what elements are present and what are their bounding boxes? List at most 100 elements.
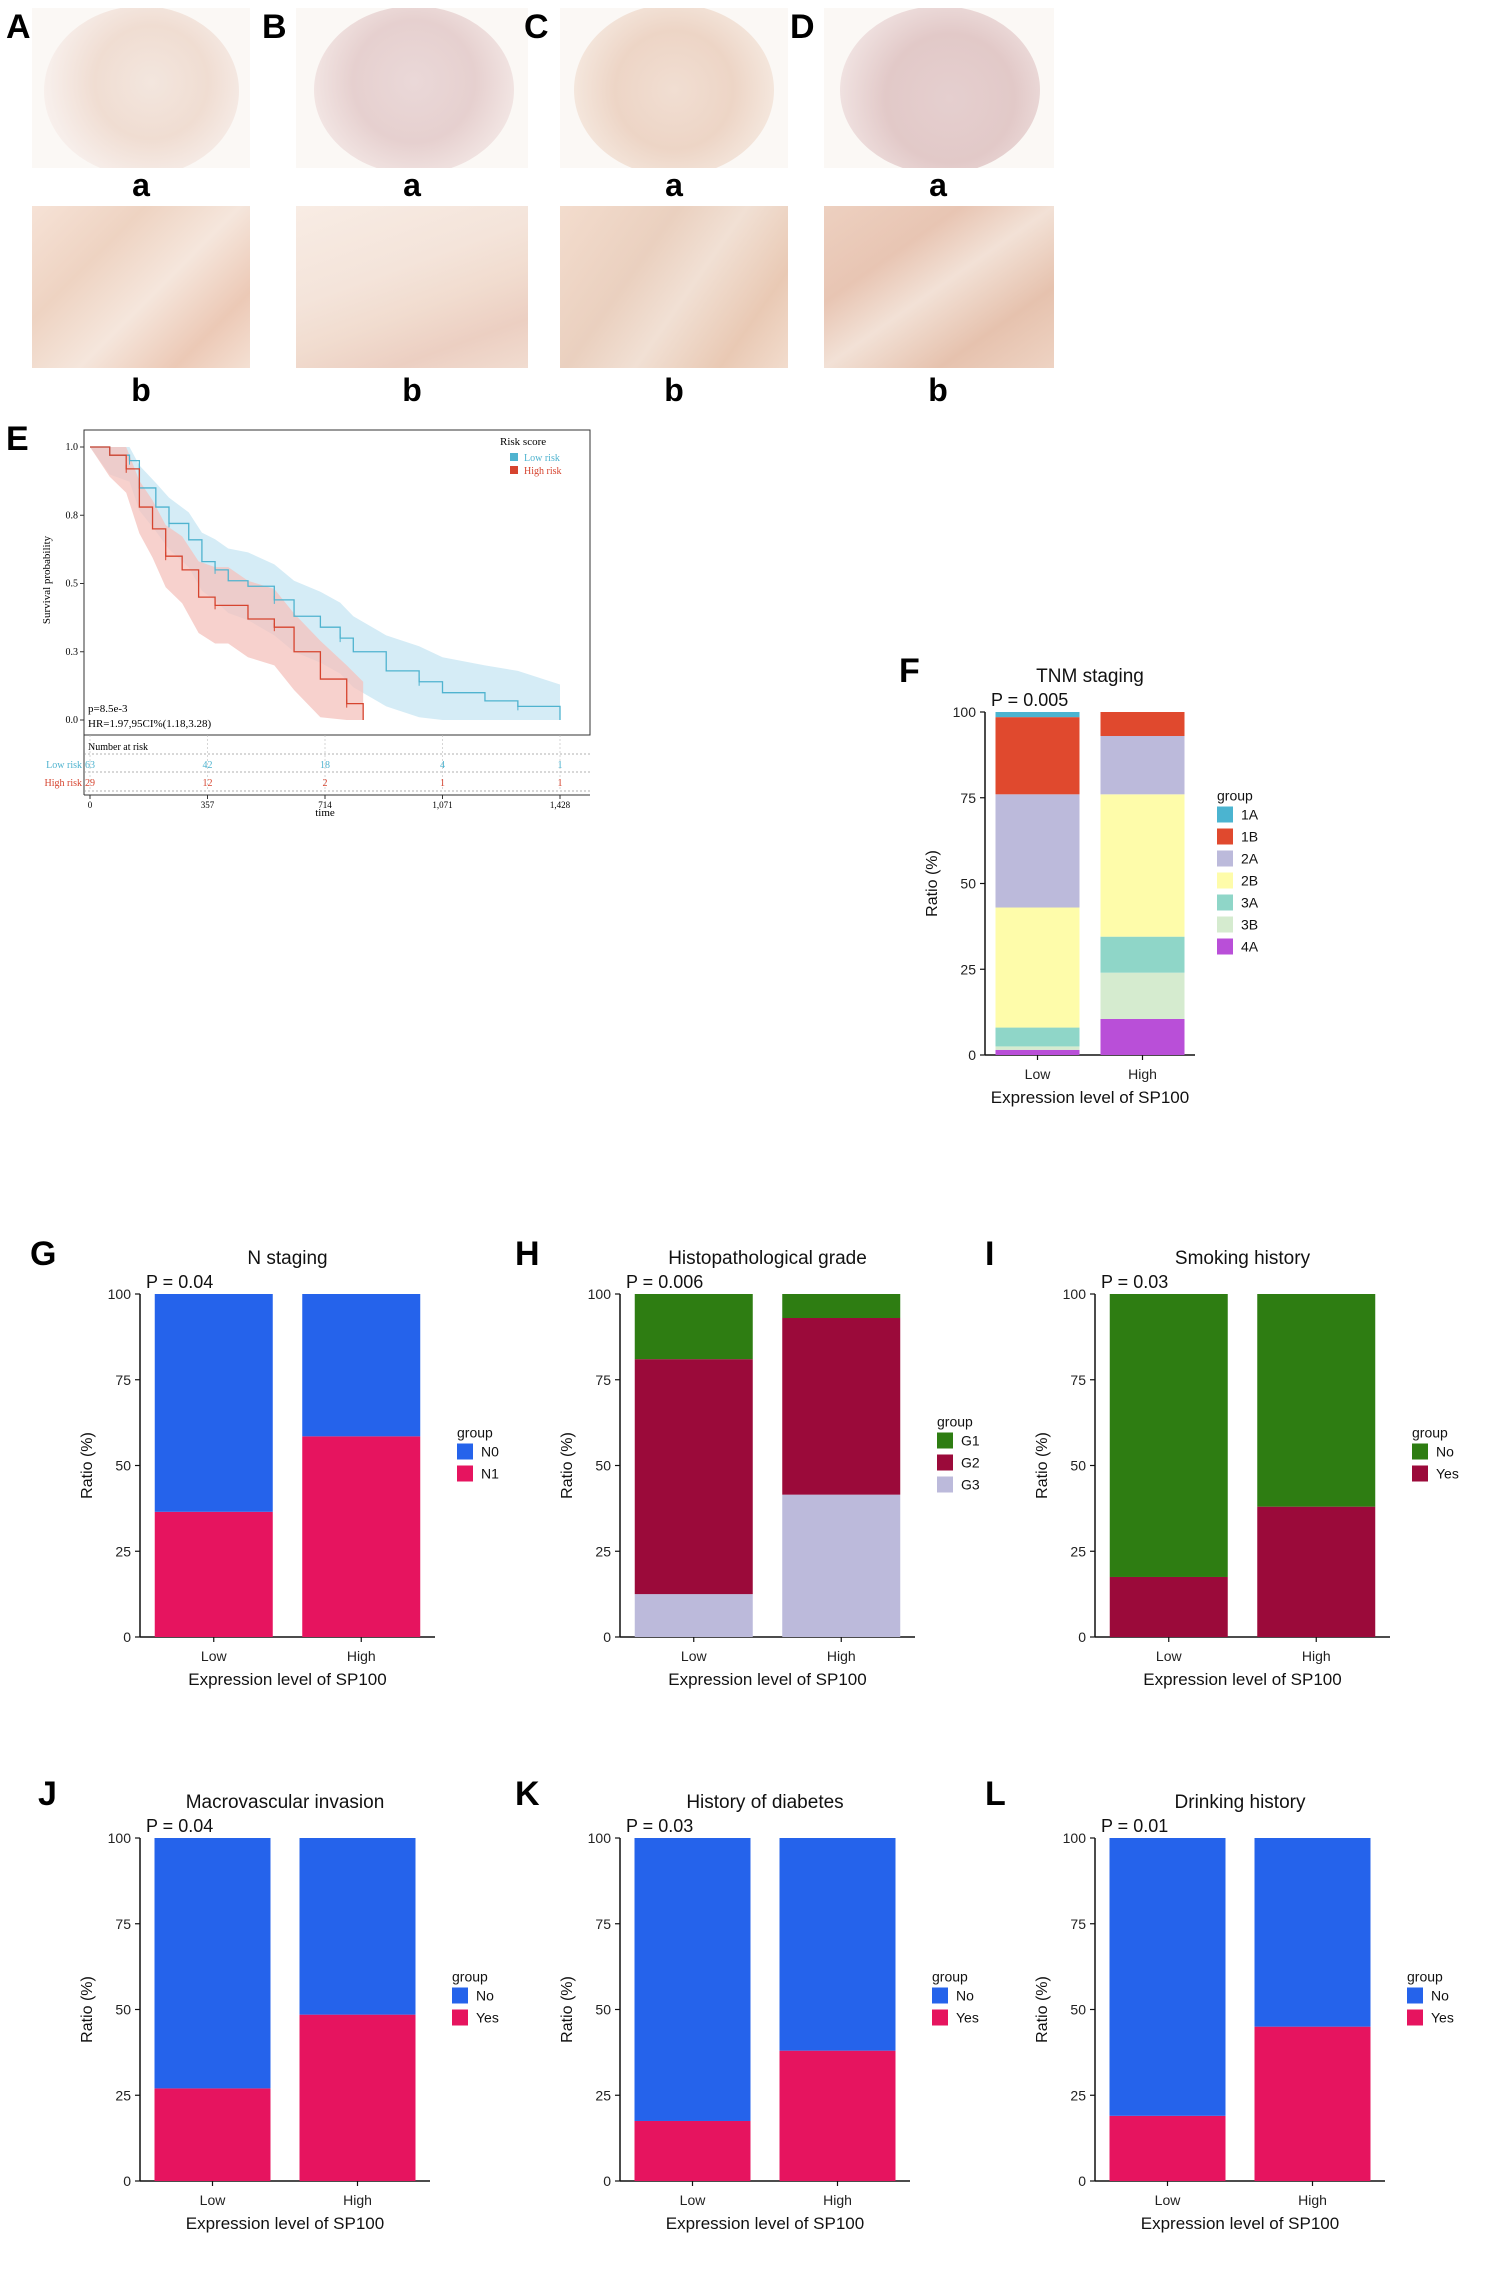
y-tick-label: 100 <box>1063 1286 1087 1302</box>
panel-letter-b: B <box>262 8 287 46</box>
km-legend-swatch-low <box>510 453 518 461</box>
km-legend-label-low: Low risk <box>524 453 560 464</box>
legend-label: 1A <box>1241 807 1259 823</box>
y-tick-label: 100 <box>108 1286 132 1302</box>
legend-label: G3 <box>961 1477 980 1493</box>
bar-segment-g1 <box>782 1294 901 1319</box>
y-tick-label: 75 <box>595 1916 611 1932</box>
y-tick-label: 25 <box>595 2087 611 2103</box>
legend-swatch <box>1407 1987 1423 2004</box>
km-x-tick-label: 714 <box>318 800 332 810</box>
bar-segment-no <box>1109 1838 1226 2116</box>
risk-count-low: 18 <box>320 760 330 771</box>
chart-title: Histopathological grade <box>668 1248 867 1269</box>
panel-letter-a: A <box>6 8 31 46</box>
bar-segment-1a <box>995 712 1080 718</box>
y-tick-label: 75 <box>1070 1916 1086 1932</box>
bar-segment-no <box>1109 1294 1228 1577</box>
y-tick-label: 75 <box>115 1916 131 1932</box>
x-tick-label: Low <box>681 1648 708 1664</box>
legend-label: No <box>956 1988 974 2004</box>
legend-swatch <box>1217 938 1233 955</box>
y-tick-label: 25 <box>115 2087 131 2103</box>
legend-swatch <box>1412 1465 1428 1482</box>
x-axis-label: Expression level of SP100 <box>668 1670 866 1689</box>
x-tick-label: Low <box>1025 1066 1052 1082</box>
sub-label-b: b <box>402 372 422 408</box>
km-x-tick-label: 1,071 <box>432 800 452 810</box>
legend-swatch <box>1217 850 1233 867</box>
bar-segment-yes <box>299 2014 416 2181</box>
km-x-tick-label: 0 <box>88 800 93 810</box>
legend-swatch <box>1217 894 1233 911</box>
kaplan-meier-chart: 1.0 0.8 0.5 0.3 0.0 Survival probability Ris… <box>41 429 591 819</box>
y-tick-label: 75 <box>595 1372 611 1388</box>
bar-segment-yes <box>1257 1506 1376 1637</box>
y-tick-label: 100 <box>108 1830 132 1846</box>
y-tick-label: 50 <box>595 1458 611 1474</box>
legend-label: G1 <box>961 1433 980 1449</box>
y-tick-label: 50 <box>1070 2002 1086 2018</box>
y-tick-label: 50 <box>1070 1458 1086 1474</box>
legend-label: Yes <box>956 2010 979 2026</box>
legend-swatch <box>457 1465 473 1482</box>
bar-segment-g2 <box>634 1359 753 1595</box>
bar-segment-yes <box>1109 2115 1226 2181</box>
legend-label: No <box>476 1988 494 2004</box>
km-pvalue: p=8.5e-3 <box>88 703 128 715</box>
legend-title: group <box>932 1969 968 1985</box>
y-axis-label: Ratio (%) <box>924 850 941 917</box>
x-tick-label: High <box>1302 1648 1331 1664</box>
x-tick-label: High <box>1298 2192 1327 2208</box>
km-x-axis-label: time <box>315 807 335 819</box>
bar-segment-1b <box>1100 712 1185 737</box>
km-legend-swatch-high <box>510 466 518 474</box>
y-tick-label: 75 <box>115 1372 131 1388</box>
bar-segment-no <box>634 1838 751 2121</box>
bar-segment-4a <box>1100 1018 1185 1055</box>
km-risk-table-title: Number at risk <box>88 742 148 753</box>
risk-count-high: 1 <box>440 778 445 789</box>
tissue-detail-image-a <box>32 206 250 368</box>
x-tick-label: Low <box>1155 2192 1182 2208</box>
x-tick-label: Low <box>201 1648 228 1664</box>
x-axis-label: Expression level of SP100 <box>1141 2214 1339 2233</box>
y-axis-label: Ratio (%) <box>79 1432 96 1499</box>
bar-segment-yes <box>779 2050 896 2181</box>
legend-title: group <box>1412 1425 1448 1441</box>
y-tick-label: 75 <box>1070 1372 1086 1388</box>
chart-pvalue: P = 0.03 <box>1101 1272 1168 1292</box>
legend-label: G2 <box>961 1455 980 1471</box>
legend-label: Yes <box>476 2010 499 2026</box>
legend-title: group <box>937 1414 973 1430</box>
x-tick-label: High <box>347 1648 376 1664</box>
x-tick-label: Low <box>680 2192 707 2208</box>
panel-letter-c: C <box>524 8 549 46</box>
stacked-bar-chart-k: History of diabetes P = 0.03 0 25 50 75 100 Rat… <box>559 1792 979 2233</box>
y-tick-label: 0 <box>603 1629 611 1645</box>
panel-letter-d: D <box>790 8 815 46</box>
legend-title: group <box>1407 1969 1443 1985</box>
y-tick-label: 0 <box>1078 2173 1086 2189</box>
km-y-axis-label: Survival probability <box>41 535 53 624</box>
km-curve-low <box>90 446 561 720</box>
y-tick-label: 75 <box>960 790 976 806</box>
risk-count-high: 1 <box>558 778 563 789</box>
panel-letter-h: H <box>515 1235 540 1273</box>
chart-pvalue: P = 0.005 <box>991 690 1068 710</box>
legend-swatch <box>452 1987 468 2004</box>
panel-letter-k: K <box>515 1775 540 1813</box>
x-tick-label: High <box>827 1648 856 1664</box>
y-tick-label: 25 <box>595 1543 611 1559</box>
panel-letter-g: G <box>30 1235 57 1273</box>
sub-label-b: b <box>131 372 151 408</box>
legend-swatch <box>452 2009 468 2026</box>
tissue-core-image-b <box>296 8 528 168</box>
legend-swatch <box>932 1987 948 2004</box>
legend-label: No <box>1431 1988 1449 2004</box>
y-tick-label: 25 <box>115 1543 131 1559</box>
legend-swatch <box>1217 872 1233 889</box>
bar-segment-no <box>779 1838 896 2051</box>
y-tick-label: 50 <box>115 1458 131 1474</box>
x-axis-label: Expression level of SP100 <box>186 2214 384 2233</box>
